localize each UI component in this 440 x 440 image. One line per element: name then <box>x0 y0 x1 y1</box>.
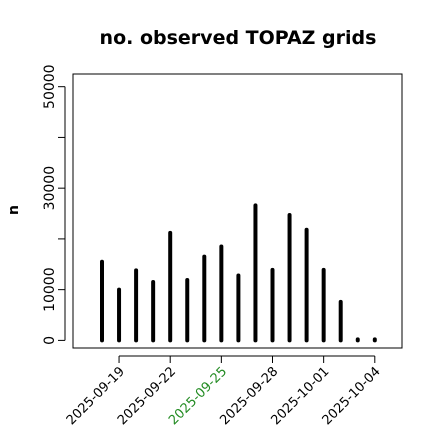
bars <box>100 203 377 343</box>
y-axis: 0 10000 30000 50000 <box>42 64 66 345</box>
y-tick-label: 0 <box>42 336 58 345</box>
chart-title: no. observed TOPAZ grids <box>100 27 377 49</box>
y-tick-label: 50000 <box>42 64 58 109</box>
y-tick-label: 10000 <box>42 267 58 312</box>
x-axis: 2025-09-192025-09-222025-09-252025-09-28… <box>64 355 384 428</box>
plot-frame <box>72 73 403 349</box>
y-axis-label: n <box>6 205 22 215</box>
y-tick-label: 30000 <box>42 166 58 211</box>
